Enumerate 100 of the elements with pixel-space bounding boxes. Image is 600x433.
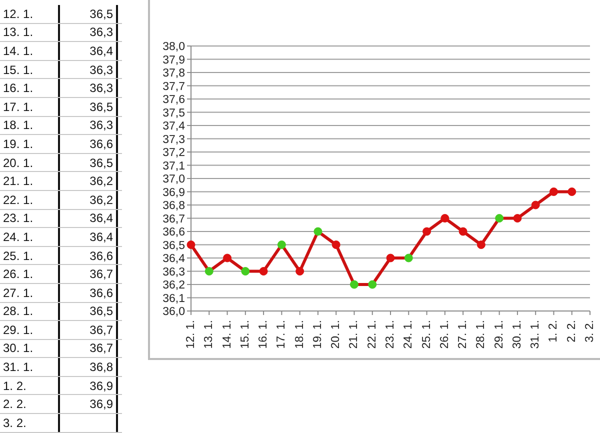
category-label: 28. 1. xyxy=(0,302,60,320)
x-tick-label: 15. 1. xyxy=(239,320,252,349)
x-tick-label: 27. 1. xyxy=(457,320,470,349)
x-tick-label: 14. 1. xyxy=(221,320,234,349)
category-label: 13. 1. xyxy=(0,24,60,42)
x-tick-label: 12. 1. xyxy=(185,320,197,349)
data-label: 36,5 xyxy=(60,98,118,116)
data-label: 36,3 xyxy=(60,60,118,78)
category-label: 26. 1. xyxy=(0,265,60,283)
x-tick-label: 19. 1. xyxy=(312,320,324,349)
data-label: 36,5 xyxy=(60,154,118,172)
category-label: 20. 1. xyxy=(0,154,60,172)
data-label: 36,9 xyxy=(60,376,118,394)
y-tick-label: 37,3 xyxy=(162,134,185,146)
y-tick-label: 36,5 xyxy=(162,240,185,252)
x-tick-label: 24. 1. xyxy=(402,320,415,349)
y-tick-label: 38,0 xyxy=(162,41,185,54)
point xyxy=(259,267,268,276)
point xyxy=(277,240,286,249)
x-tick-label: 23. 1. xyxy=(384,320,396,349)
y-tick-label: 36,7 xyxy=(162,213,185,226)
point xyxy=(386,254,395,262)
y-tick-label: 36,4 xyxy=(162,253,186,266)
data-label: 36,8 xyxy=(60,358,118,376)
x-tick-label: 22. 1. xyxy=(366,320,378,349)
y-tick-label: 37,2 xyxy=(162,147,185,160)
x-tick-label: 25. 1. xyxy=(420,320,433,349)
point xyxy=(204,267,214,276)
y-tick-label: 36,3 xyxy=(162,266,185,278)
category-label: 1. 2. xyxy=(0,376,60,394)
data-label: 36,2 xyxy=(60,190,118,209)
y-tick-label: 37,9 xyxy=(162,54,185,66)
data-label: 36,5 xyxy=(60,302,118,320)
point xyxy=(440,214,450,222)
point xyxy=(458,227,468,236)
point xyxy=(314,227,322,236)
category-label: 2. 2. xyxy=(0,395,60,414)
data-label: 36,3 xyxy=(60,116,118,134)
data-label: 36,3 xyxy=(60,79,118,97)
category-label: 17. 1. xyxy=(0,98,60,116)
data-label: 36,4 xyxy=(60,210,118,228)
point xyxy=(404,254,413,262)
x-tick-label: 3. 2. xyxy=(584,320,596,342)
y-tick-label: 37,5 xyxy=(162,107,185,120)
category-label: 24. 1. xyxy=(0,228,60,246)
data-label: 36,2 xyxy=(60,172,118,190)
data-label: 36,6 xyxy=(60,246,118,264)
category-label: 19. 1. xyxy=(0,135,60,153)
data-label: 36,6 xyxy=(60,135,118,153)
x-tick-label: 31. 1. xyxy=(530,320,542,349)
point xyxy=(350,280,358,289)
point xyxy=(368,280,377,289)
category-label: 14. 1. xyxy=(0,42,60,60)
y-tick-label: 37,8 xyxy=(162,68,185,80)
point xyxy=(549,188,558,196)
category-label: 15. 1. xyxy=(0,60,60,78)
point xyxy=(568,188,576,196)
data-label: 36,9 xyxy=(60,395,118,414)
data-label: 36,4 xyxy=(60,228,118,246)
y-tick-label: 37,7 xyxy=(162,80,185,93)
y-tick-label: 36,9 xyxy=(162,186,185,199)
category-label: 12. 1. xyxy=(0,5,60,23)
point xyxy=(476,240,486,249)
category-label: 31. 1. xyxy=(0,358,60,376)
y-tick-label: 37,1 xyxy=(162,160,185,172)
data-label: 36,4 xyxy=(60,42,118,60)
point xyxy=(495,214,504,222)
y-tick-label: 37,0 xyxy=(162,174,185,186)
x-tick-label: 17. 1. xyxy=(276,320,288,349)
y-tick-label: 36,2 xyxy=(162,280,185,292)
y-tick-label: 36,0 xyxy=(162,306,185,318)
point xyxy=(531,200,540,210)
category-label: 18. 1. xyxy=(0,116,60,134)
point xyxy=(422,227,432,236)
point xyxy=(332,240,340,249)
point xyxy=(513,214,522,222)
x-tick-label: 30. 1. xyxy=(511,320,524,349)
data-label: 36,7 xyxy=(60,340,118,358)
point xyxy=(186,240,196,249)
y-tick-label: 37,6 xyxy=(162,94,185,106)
category-label: 16. 1. xyxy=(0,79,60,97)
x-tick-label: 16. 1. xyxy=(258,320,270,349)
category-label: 21. 1. xyxy=(0,172,60,190)
y-tick-label: 37,4 xyxy=(162,120,186,133)
data-label: 36,7 xyxy=(60,321,118,339)
point xyxy=(296,267,304,276)
y-tick-label: 36,6 xyxy=(162,226,185,239)
data-label: 36,6 xyxy=(60,284,118,302)
y-tick-label: 36,8 xyxy=(162,200,185,212)
data-label: 36,3 xyxy=(60,24,118,42)
point xyxy=(241,267,250,276)
data-label: 36,7 xyxy=(60,265,118,283)
x-tick-label: 26. 1. xyxy=(438,320,451,349)
category-label: 25. 1. xyxy=(0,246,60,264)
x-tick-label: 13. 1. xyxy=(203,320,216,349)
y-tick-label: 36,1 xyxy=(162,292,185,305)
x-tick-label: 28. 1. xyxy=(475,320,488,349)
category-label: 23. 1. xyxy=(0,210,60,228)
category-label: 22. 1. xyxy=(0,190,60,209)
x-tick-label: 1. 2. xyxy=(548,320,560,342)
